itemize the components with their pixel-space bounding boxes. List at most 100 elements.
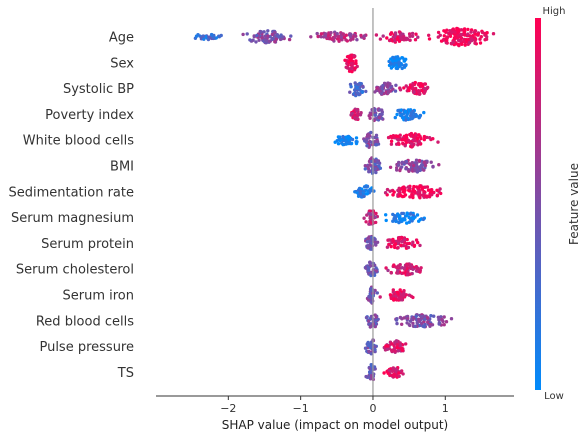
feature-label: Age: [109, 31, 134, 46]
feature-label: White blood cells: [23, 134, 134, 149]
shap-point: [408, 34, 412, 38]
shap-point: [423, 317, 427, 321]
shap-point: [380, 116, 384, 120]
shap-point: [391, 239, 396, 243]
shap-point: [365, 213, 369, 217]
shap-point: [418, 270, 422, 274]
shap-point: [400, 348, 404, 352]
shap-point: [281, 35, 285, 39]
shap-point: [405, 263, 409, 268]
feature-row: [333, 130, 440, 149]
shap-point: [398, 113, 403, 118]
shap-point: [248, 38, 252, 42]
shap-point: [459, 36, 463, 41]
shap-point: [376, 161, 380, 165]
shap-point: [404, 167, 408, 171]
shap-point: [412, 184, 416, 189]
shap-point: [449, 317, 454, 321]
shap-point: [277, 35, 281, 39]
shap-point: [361, 84, 365, 89]
shap-point: [350, 111, 354, 116]
shap-point: [391, 366, 395, 370]
shap-point: [355, 91, 360, 95]
x-tick-label: 0: [369, 402, 376, 415]
shap-point: [391, 219, 395, 223]
shap-point: [417, 133, 421, 137]
shap-point: [395, 112, 399, 117]
shap-point: [397, 371, 401, 375]
shap-point: [388, 165, 393, 169]
shap-point: [378, 166, 383, 170]
shap-point: [420, 186, 424, 190]
shap-point: [395, 246, 400, 250]
shap-point: [287, 37, 292, 42]
shap-point: [367, 170, 371, 174]
shap-point: [392, 56, 396, 60]
shap-point: [391, 59, 395, 63]
shap-point: [391, 35, 395, 39]
shap-point: [417, 139, 421, 144]
shap-point: [364, 192, 368, 196]
shap-point: [397, 194, 402, 198]
shap-point: [406, 185, 410, 189]
shap-point: [442, 29, 446, 33]
shap-point: [323, 32, 328, 36]
shap-point: [463, 43, 467, 47]
shap-point: [347, 135, 352, 139]
shap-point: [414, 314, 418, 318]
shap-point: [453, 30, 457, 34]
shap-point: [410, 167, 414, 171]
shap-point: [381, 83, 385, 88]
shap-point: [410, 216, 414, 220]
shap-point: [374, 269, 379, 273]
shap-point: [395, 290, 400, 294]
shap-point: [400, 240, 404, 244]
shap-point: [403, 144, 407, 148]
shap-point: [407, 88, 411, 93]
shap-point: [422, 110, 426, 115]
shap-point: [386, 268, 390, 273]
shap-point: [289, 34, 293, 38]
shap-point: [354, 61, 358, 66]
shap-point: [409, 294, 413, 298]
shap-point: [391, 288, 395, 292]
shap-point: [336, 135, 341, 139]
shap-point: [418, 165, 422, 169]
shap-point: [459, 39, 463, 43]
shap-point: [367, 266, 371, 271]
shap-point: [404, 342, 408, 346]
shap-point: [407, 189, 412, 193]
shap-point: [396, 141, 401, 146]
shap-point: [369, 352, 373, 356]
shap-point: [401, 271, 406, 275]
shap-point: [354, 136, 359, 140]
shap-point: [356, 112, 360, 116]
shap-point: [462, 28, 467, 32]
shap-point: [373, 113, 377, 118]
shap-point: [369, 288, 373, 292]
shap-point: [454, 36, 458, 40]
shap-point: [411, 267, 415, 271]
shap-point: [245, 32, 249, 36]
shap-point: [466, 27, 470, 32]
shap-point: [444, 320, 449, 324]
shap-point: [451, 40, 455, 44]
shap-point: [402, 38, 406, 42]
shap-point: [355, 38, 359, 42]
shap-point: [420, 84, 425, 88]
shap-point: [418, 196, 422, 200]
shap-point: [409, 111, 414, 115]
shap-point: [367, 294, 371, 299]
shap-point: [369, 247, 374, 251]
shap-point: [393, 32, 398, 36]
shap-point: [404, 57, 408, 61]
shap-point: [414, 166, 418, 170]
shap-point: [412, 90, 416, 94]
feature-label: Serum iron: [63, 289, 135, 304]
shap-point: [374, 33, 379, 37]
shap-point: [429, 193, 433, 197]
shap-point: [364, 89, 368, 94]
feature-row: [363, 156, 441, 175]
shap-point: [336, 142, 341, 146]
shap-point: [388, 293, 393, 297]
